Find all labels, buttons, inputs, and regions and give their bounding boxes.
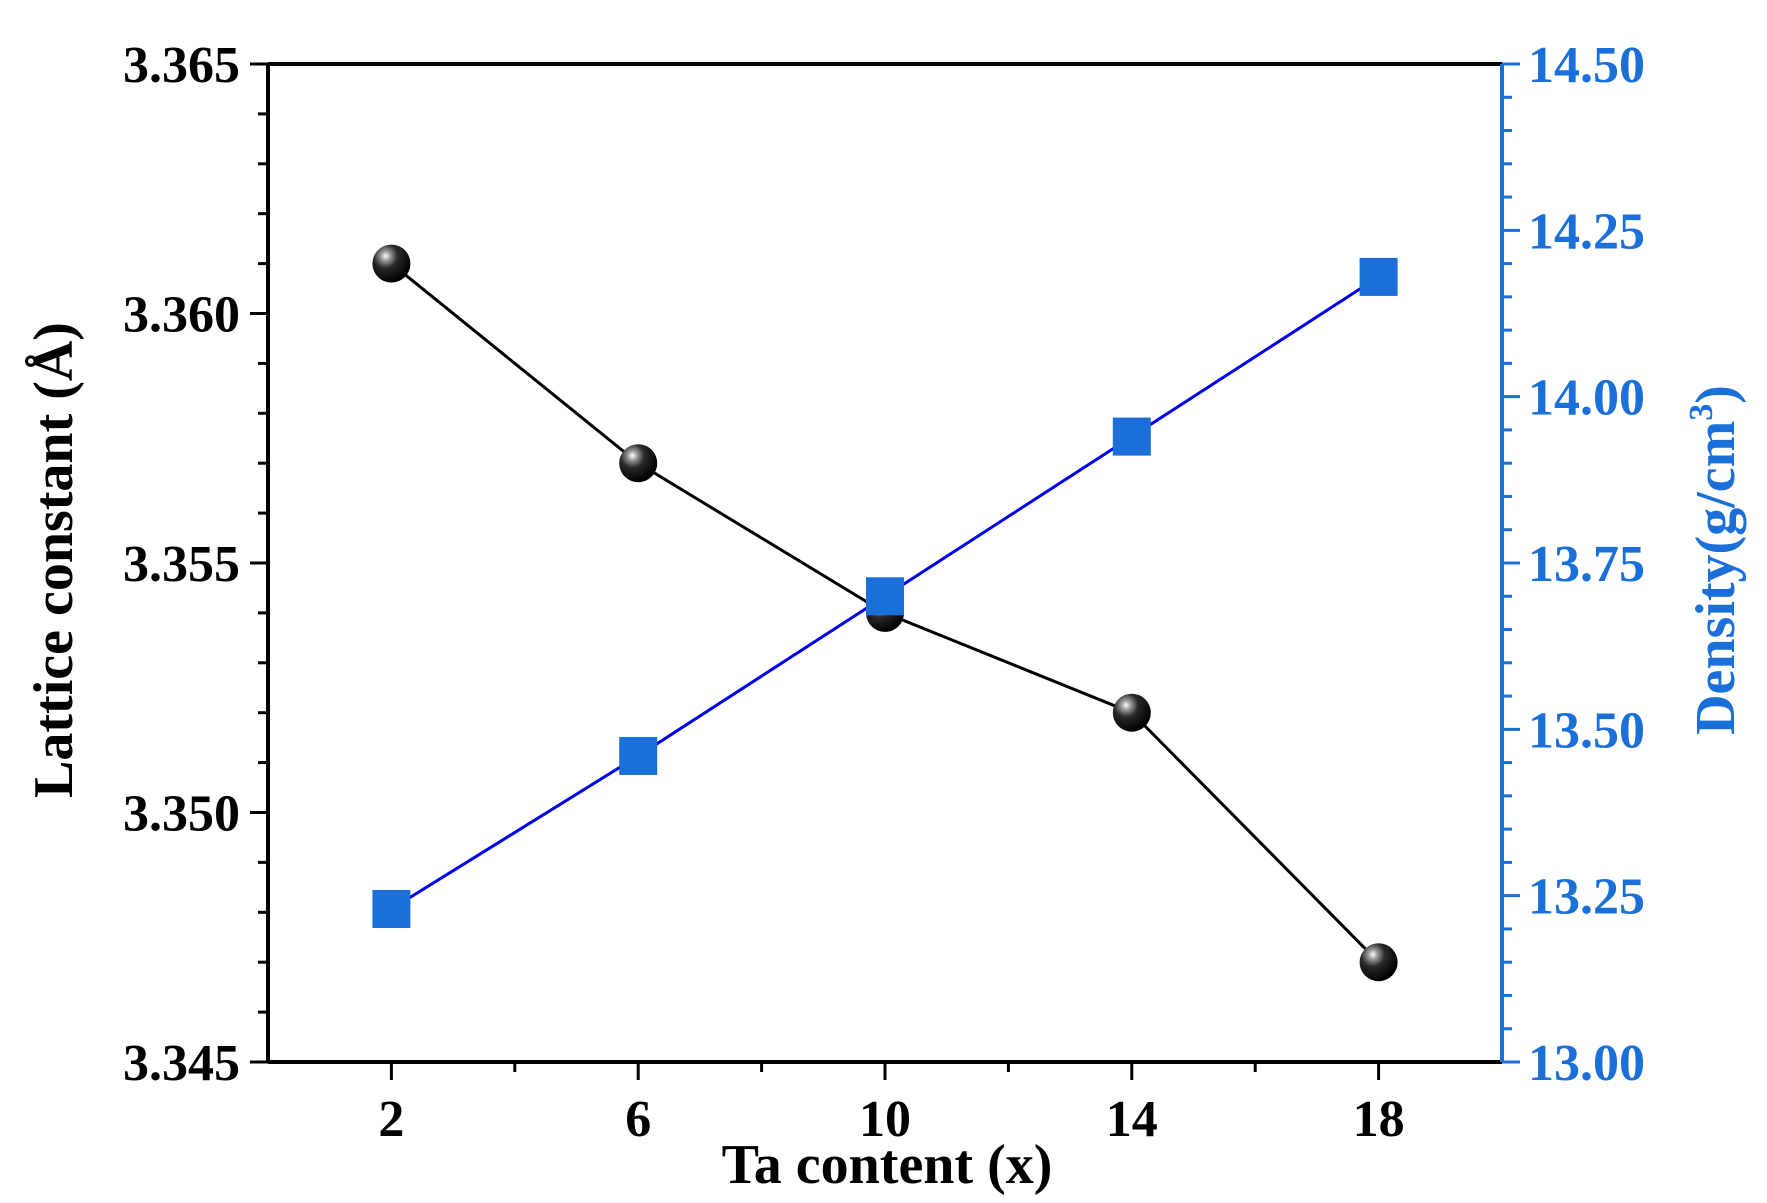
y-tick-label: 3.365: [123, 37, 240, 94]
x-tick-label: 18: [1353, 1091, 1405, 1148]
y2-axis-title: Density(g/cm3): [1683, 385, 1747, 735]
x-axis-title: Ta content (x): [722, 1134, 1053, 1196]
y2-tick-label: 14.25: [1528, 203, 1645, 260]
x-tick-label: 10: [859, 1091, 911, 1148]
y-tick-label: 3.350: [123, 786, 240, 843]
x-tick-label: 6: [625, 1091, 651, 1148]
y2-tick-label: 13.00: [1528, 1035, 1645, 1092]
density-point: [619, 736, 658, 775]
lattice-constant-point: [619, 444, 658, 483]
y2-tick-label: 13.25: [1528, 869, 1645, 926]
x-tick-label: 2: [378, 1091, 404, 1148]
plot-area: [372, 244, 1398, 982]
lattice-constant-point: [1359, 943, 1398, 982]
density-point: [866, 577, 904, 616]
axes: 2 6 10 14 18 3.345 3.350 3.355 3.360 3.365 13.00…: [123, 37, 1645, 1148]
x-tick-label: 14: [1106, 1091, 1158, 1148]
y2-tick-label: 13.50: [1528, 702, 1645, 759]
y2-tick-label: 13.75: [1528, 536, 1645, 593]
y2-tick-label: 14.50: [1528, 37, 1645, 94]
y-tick-label: 3.360: [123, 287, 240, 344]
y-tick-label: 3.355: [123, 536, 240, 593]
density-point: [1359, 257, 1398, 296]
y-tick-label: 3.345: [123, 1035, 240, 1092]
lattice-constant-point: [1112, 693, 1151, 732]
density-point: [1112, 417, 1151, 456]
lattice-constant-point: [372, 244, 411, 283]
y-axis-title: Lattice constant (Å): [23, 322, 85, 798]
density-point: [372, 889, 411, 928]
y2-tick-label: 14.00: [1528, 370, 1645, 427]
